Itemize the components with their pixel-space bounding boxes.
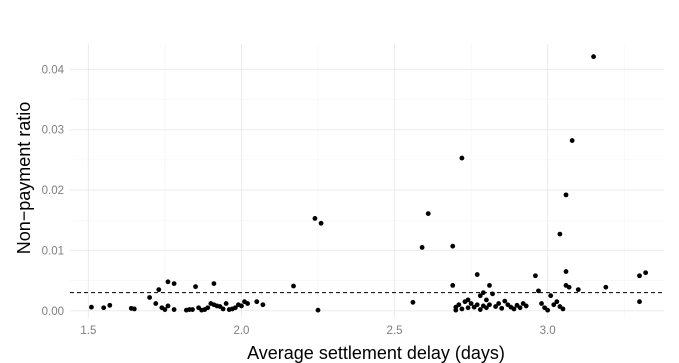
- data-point: [533, 273, 538, 279]
- data-point: [425, 211, 431, 216]
- data-point: [477, 307, 483, 312]
- data-point: [548, 293, 554, 299]
- data-point: [211, 281, 217, 286]
- data-point: [591, 54, 596, 60]
- data-point: [101, 305, 107, 311]
- data-point: [156, 287, 162, 293]
- y-tick-label: 0.00: [42, 306, 64, 318]
- data-point: [569, 138, 575, 143]
- data-point: [539, 301, 544, 306]
- data-point: [468, 301, 474, 306]
- data-point: [502, 298, 508, 304]
- y-tick-label: 0.03: [42, 125, 64, 137]
- data-point: [487, 283, 492, 288]
- data-point: [545, 307, 551, 313]
- data-point: [490, 291, 495, 297]
- data-point: [456, 302, 462, 308]
- data-point: [419, 244, 425, 250]
- data-point: [165, 279, 171, 285]
- data-point: [517, 305, 523, 311]
- data-point: [643, 270, 649, 276]
- data-point: [450, 243, 456, 249]
- y-tick-label: 0.02: [42, 185, 64, 197]
- data-point: [232, 305, 238, 311]
- data-point: [474, 272, 480, 277]
- y-tick-label: 0.01: [42, 245, 64, 257]
- grid: [70, 44, 664, 318]
- data-point: [480, 290, 486, 296]
- data-point: [536, 288, 541, 294]
- data-point: [453, 307, 459, 313]
- x-axis-ticks: 1.5 2.0 2.5 3.0: [80, 325, 555, 337]
- data-point: [465, 297, 471, 303]
- data-point: [511, 306, 517, 312]
- data-point: [459, 306, 465, 312]
- data-point: [450, 283, 456, 288]
- data-point: [223, 301, 229, 306]
- data-point: [312, 216, 318, 221]
- y-tick-label: 0.04: [42, 64, 65, 76]
- data-point: [575, 287, 581, 293]
- x-tick-label: 2.5: [387, 325, 403, 337]
- data-point: [291, 283, 296, 289]
- data-point: [484, 305, 489, 311]
- data-point: [563, 269, 569, 274]
- x-tick-label: 1.5: [80, 325, 96, 337]
- data-point: [107, 302, 113, 308]
- data-point: [254, 299, 260, 305]
- data-point: [637, 299, 642, 305]
- x-tick-label: 2.0: [233, 325, 249, 337]
- data-point: [603, 284, 609, 290]
- data-point: [220, 306, 226, 312]
- data-point: [153, 301, 159, 306]
- data-point: [459, 155, 465, 161]
- data-point: [245, 301, 250, 306]
- data-point: [566, 284, 572, 290]
- data-point: [551, 302, 557, 308]
- data-point: [637, 273, 642, 279]
- data-point: [162, 307, 168, 312]
- data-point: [465, 305, 471, 311]
- data-point: [523, 303, 529, 309]
- data-point: [165, 303, 171, 309]
- x-tick-label: 3.0: [540, 325, 556, 337]
- x-axis-title: Average settlement delay (days): [247, 343, 505, 363]
- data-point: [147, 295, 153, 300]
- data-point: [171, 307, 177, 312]
- data-point: [260, 302, 266, 308]
- data-point: [493, 304, 498, 309]
- data-point: [496, 301, 502, 306]
- data-point: [205, 305, 211, 311]
- data-point: [318, 220, 324, 226]
- y-axis-ticks: 0.00 0.01 0.02 0.03 0.04: [42, 64, 65, 317]
- data-point: [499, 305, 505, 311]
- data-point: [477, 293, 483, 299]
- y-axis-title: Non−payment ratio: [14, 102, 34, 255]
- data-point: [563, 192, 569, 198]
- data-point: [239, 303, 244, 309]
- data-point: [131, 306, 137, 312]
- data-point: [560, 306, 566, 312]
- data-point: [89, 304, 94, 310]
- data-point: [171, 281, 177, 286]
- data-point: [554, 299, 560, 305]
- data-point: [474, 302, 480, 308]
- data-point: [190, 307, 195, 312]
- data-point: [557, 231, 563, 237]
- data-point: [410, 299, 416, 305]
- data-point: [193, 284, 198, 290]
- data-point: [315, 307, 321, 313]
- data-point: [487, 302, 492, 308]
- data-points: [89, 54, 649, 313]
- data-point: [484, 297, 489, 303]
